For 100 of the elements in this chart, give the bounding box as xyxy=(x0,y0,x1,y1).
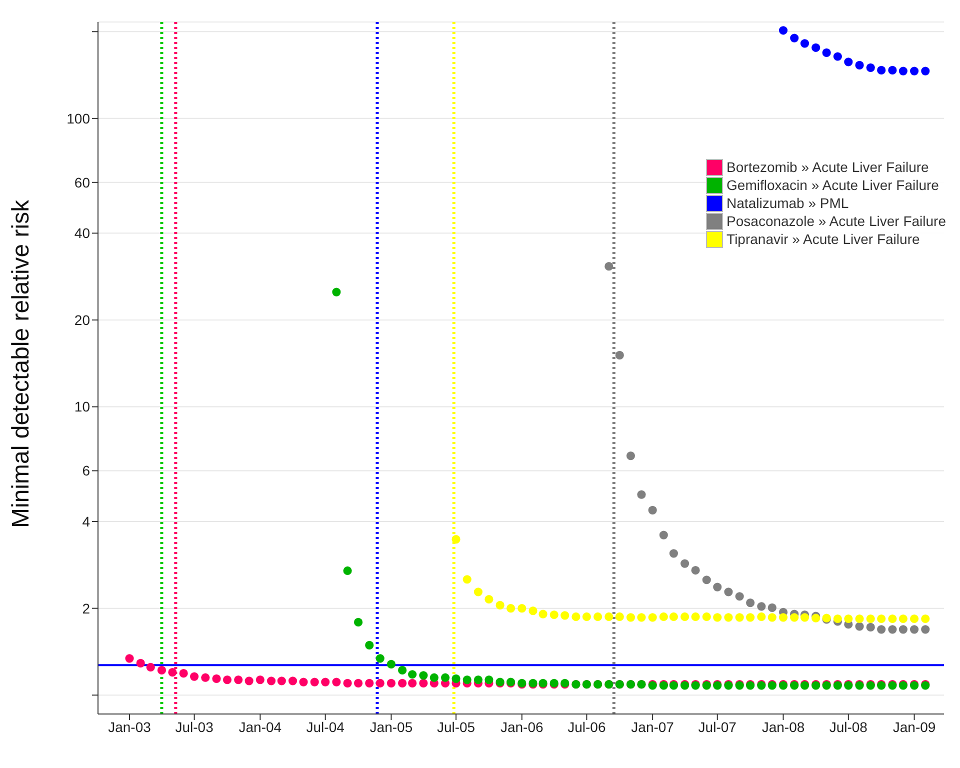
point xyxy=(659,530,668,540)
point xyxy=(474,588,483,596)
point xyxy=(778,26,788,35)
point xyxy=(877,614,886,624)
point xyxy=(757,612,766,622)
y-tick-label: 20 xyxy=(74,312,90,328)
point xyxy=(430,673,438,682)
point xyxy=(484,676,494,684)
point xyxy=(669,549,678,558)
point xyxy=(921,66,930,76)
point xyxy=(593,612,602,622)
point xyxy=(518,604,526,613)
point xyxy=(713,613,722,622)
y-axis-title: Minimal detectable relative risk xyxy=(8,198,35,528)
y-tick-label: 10 xyxy=(74,398,90,415)
point xyxy=(790,613,799,622)
x-tick-label: Jul-04 xyxy=(306,718,345,735)
point xyxy=(386,660,396,668)
y-tick-label: 2 xyxy=(82,600,90,616)
point xyxy=(910,614,919,624)
point xyxy=(713,582,722,592)
point xyxy=(419,671,428,680)
point xyxy=(877,66,886,74)
legend-label: Posaconazole » Acute Liver Failure xyxy=(726,212,946,230)
point xyxy=(888,625,897,634)
point xyxy=(746,598,755,608)
point xyxy=(735,592,744,601)
point xyxy=(560,611,570,620)
y-tick-label: 40 xyxy=(74,225,90,242)
point xyxy=(343,566,352,576)
point xyxy=(833,52,842,61)
point xyxy=(910,66,919,76)
y-tick-label: 60 xyxy=(74,174,90,190)
point xyxy=(898,614,908,624)
x-tick-label: Jan-06 xyxy=(500,718,544,735)
point xyxy=(582,612,591,622)
point xyxy=(680,559,690,568)
legend-label: Tipranavir » Acute Liver Failure xyxy=(726,230,920,248)
point xyxy=(452,535,460,544)
point xyxy=(768,613,776,622)
point xyxy=(506,604,516,613)
point xyxy=(921,625,930,634)
x-tick-label: Jul-06 xyxy=(568,718,606,735)
x-tick-label: Jan-04 xyxy=(238,718,282,735)
point xyxy=(332,288,341,296)
point xyxy=(866,63,875,72)
point xyxy=(680,612,690,622)
point xyxy=(844,614,853,624)
y-tick-label: 4 xyxy=(82,513,90,530)
point xyxy=(538,610,548,618)
point xyxy=(724,588,733,596)
point xyxy=(550,610,558,620)
point xyxy=(669,612,678,622)
point xyxy=(365,640,374,650)
point xyxy=(496,600,504,610)
point xyxy=(702,576,711,584)
point xyxy=(724,613,733,622)
legend-label: Bortezomib » Acute Liver Failure xyxy=(726,158,929,176)
point xyxy=(844,58,853,66)
point xyxy=(855,60,864,70)
point xyxy=(898,66,908,76)
point xyxy=(398,666,407,675)
point xyxy=(800,613,810,622)
point xyxy=(354,618,363,627)
point xyxy=(648,613,657,622)
point xyxy=(626,452,636,460)
point xyxy=(637,490,646,499)
point xyxy=(768,603,776,612)
point xyxy=(626,613,636,622)
legend-label: Natalizumab » PML xyxy=(726,194,849,212)
point xyxy=(615,612,624,622)
point xyxy=(888,614,897,624)
x-tick-label: Jul-05 xyxy=(436,718,476,735)
y-tick-label: 6 xyxy=(82,462,90,479)
point xyxy=(604,262,614,271)
point xyxy=(474,676,483,684)
point xyxy=(898,625,908,634)
point xyxy=(440,673,450,682)
point xyxy=(778,613,788,622)
x-tick-label: Jan-09 xyxy=(892,718,936,735)
point xyxy=(484,594,494,604)
point xyxy=(648,506,657,514)
point xyxy=(615,350,624,360)
point xyxy=(572,612,580,622)
point xyxy=(888,66,897,74)
point xyxy=(866,622,875,632)
point xyxy=(376,654,384,663)
point xyxy=(735,613,744,622)
x-tick-label: Jan-03 xyxy=(108,718,152,735)
point xyxy=(691,612,700,622)
point xyxy=(855,614,864,624)
point xyxy=(866,614,875,624)
point xyxy=(812,43,820,52)
x-tick-label: Jul-03 xyxy=(175,718,214,735)
point xyxy=(790,34,799,42)
x-tick-label: Jan-08 xyxy=(762,718,805,735)
point xyxy=(702,612,711,622)
point xyxy=(462,676,472,684)
point xyxy=(910,625,919,634)
x-tick-label: Jan-07 xyxy=(631,718,674,735)
